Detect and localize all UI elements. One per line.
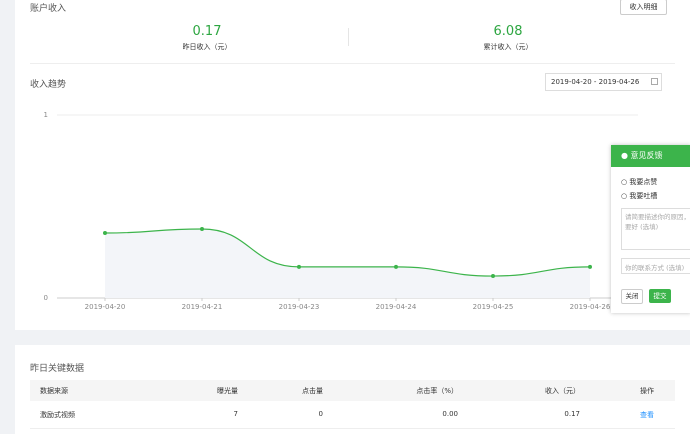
- row-border: [30, 428, 675, 429]
- table-header: [30, 380, 675, 401]
- separator: [30, 63, 675, 64]
- popup-title: 意见反馈: [630, 151, 663, 160]
- point: [297, 264, 301, 269]
- y-tick-label: 0: [44, 294, 48, 302]
- radio-option[interactable]: ○ 我要点赞: [621, 178, 658, 186]
- section-title: 收入趋势: [30, 80, 67, 90]
- section-title: 账户收入: [30, 4, 67, 14]
- close-button[interactable]: 关闭: [621, 289, 643, 304]
- table-cell[interactable]: 查看: [640, 411, 654, 419]
- feedback-textarea[interactable]: 请简要描述你的原因， 要好 (选填): [621, 208, 690, 250]
- x-tick-label: 2019-04-23: [279, 303, 320, 311]
- table-cell: 0.00: [442, 410, 458, 418]
- feedback-popup: ● 意见反馈 ○ 我要点赞 ○ 我要吐槽 请简要描述你的原因， 要好 (选填) 你…: [611, 145, 690, 313]
- stat-label: 昨日收入（元）: [182, 43, 232, 51]
- chart: 0 1 2019-04-20 2019-04-21 2019-04-23 2019-04-…: [44, 111, 638, 311]
- table-header-cell: 操作: [640, 387, 654, 395]
- table-header-cell: 数据来源: [40, 387, 68, 395]
- table-header-cell: 收入（元）: [545, 387, 580, 395]
- x-tick-label: 2019-04-25: [473, 303, 514, 311]
- date-range: 2019-04-20 - 2019-04-26: [551, 78, 640, 86]
- section-title: 昨日关键数据: [30, 364, 85, 374]
- submit-button[interactable]: 提交: [649, 289, 671, 303]
- x-tick-label: 2019-04-26: [570, 303, 611, 311]
- placeholder: 请简要描述你的原因，: [625, 213, 690, 221]
- divider: [348, 28, 349, 46]
- y-tick-label: 1: [44, 111, 48, 119]
- table-header-cell: 曝光量: [217, 387, 238, 395]
- contact-input[interactable]: 你的联系方式 (选填): [621, 258, 690, 274]
- table-header-cell: 点击量: [302, 387, 323, 395]
- placeholder: 要好 (选填): [625, 223, 659, 231]
- table-header-cell: 点击率（%）: [416, 387, 458, 395]
- table-cell: 7: [233, 410, 238, 418]
- stat-value: 0.17: [192, 24, 222, 39]
- x-tick-label: 2019-04-24: [376, 303, 417, 311]
- table-cell: 0: [318, 410, 323, 418]
- table-cell: 激励式视频: [40, 411, 75, 419]
- x-tick-label: 2019-04-20: [85, 303, 126, 311]
- popup-header: ● 意见反馈: [611, 145, 690, 167]
- radio-option[interactable]: ○ 我要吐槽: [621, 192, 658, 200]
- table-cell: 0.17: [564, 410, 580, 418]
- option-label: 我要点赞: [629, 178, 658, 186]
- point: [588, 264, 592, 269]
- point: [103, 231, 107, 236]
- x-tick-label: 2019-04-21: [182, 303, 223, 311]
- detail-button[interactable]: 收入明细: [620, 0, 667, 15]
- calendar-icon: [651, 78, 658, 85]
- area: [105, 229, 590, 298]
- option-label: 我要吐槽: [629, 192, 658, 200]
- date-picker[interactable]: 2019-04-20 - 2019-04-26: [545, 73, 662, 91]
- line: [104, 228, 591, 277]
- point: [200, 227, 204, 232]
- stat-label: 累计收入（元）: [483, 43, 533, 51]
- stat-value: 6.08: [493, 24, 523, 39]
- point: [491, 274, 495, 279]
- point: [394, 264, 398, 269]
